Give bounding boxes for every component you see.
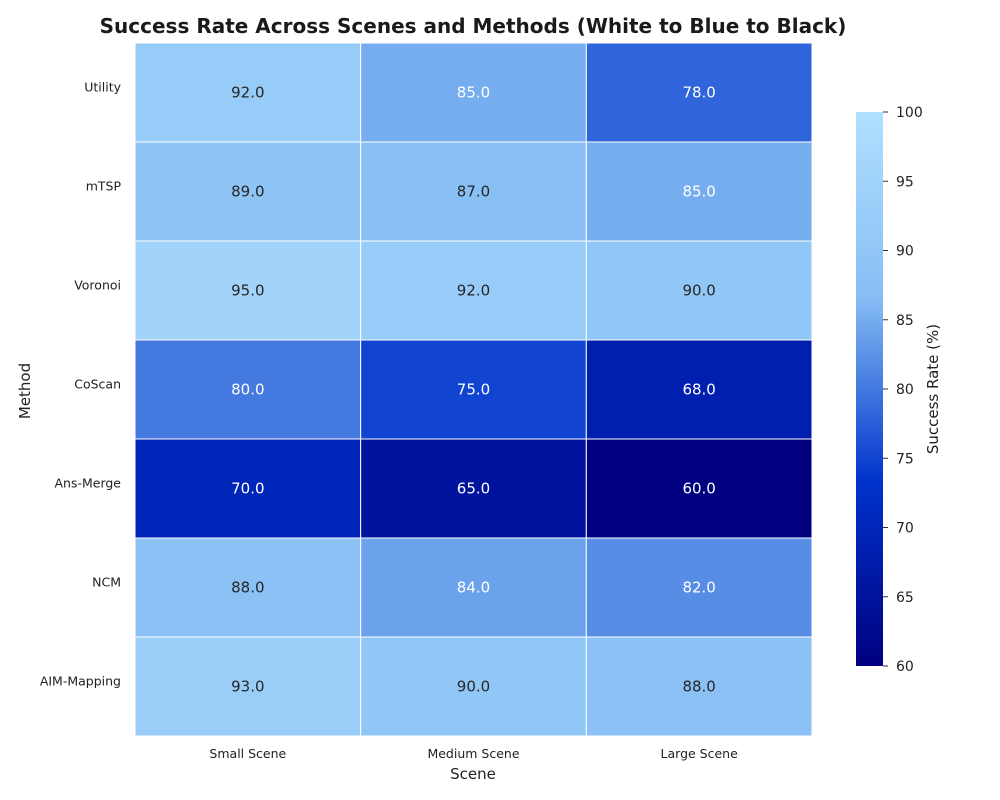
cell-value-label: 70.0	[231, 480, 264, 498]
heatmap-cell	[585, 141, 813, 242]
y-tick-label: Utility	[84, 80, 121, 95]
cell-value-label: 75.0	[457, 381, 490, 399]
cell-value-label: 82.0	[682, 579, 715, 597]
cell-value-label: 60.0	[682, 480, 715, 498]
colorbar-tick-label: 85	[896, 313, 914, 329]
heatmap-cell	[585, 636, 813, 737]
cell-value-label: 88.0	[682, 678, 715, 696]
heatmap-cell	[585, 537, 813, 638]
colorbar	[856, 112, 883, 666]
chart-title: Success Rate Across Scenes and Methods (…	[100, 14, 847, 38]
colorbar-label: Success Rate (%)	[924, 324, 942, 454]
heatmap-cell	[360, 438, 587, 539]
x-tick-labels: Small Scene Medium Scene Large Scene	[209, 746, 738, 761]
heatmap-cell	[360, 636, 587, 737]
cell-value-label: 85.0	[457, 84, 490, 102]
cell-value-label: 85.0	[682, 183, 715, 201]
heatmap-cell	[360, 42, 587, 143]
colorbar-ticks: 60 65 70 75 80 85 90 95 100	[883, 105, 923, 675]
heatmap-cell	[134, 438, 362, 539]
y-tick-label: NCM	[92, 575, 121, 590]
y-tick-labels: Utility mTSP Voronoi CoScan Ans-Merge NCM AIM-…	[40, 80, 122, 689]
heatmap-cell	[134, 141, 362, 242]
y-tick-label: Ans-Merge	[54, 476, 121, 491]
heatmap-cell	[134, 339, 362, 440]
y-tick-label: CoScan	[74, 377, 121, 392]
cell-value-label: 80.0	[231, 381, 264, 399]
cell-value-label: 84.0	[457, 579, 490, 597]
colorbar-tick-label: 90	[896, 244, 914, 260]
cell-value-label: 90.0	[682, 282, 715, 300]
y-axis-label: Method	[16, 363, 34, 419]
y-tick-label: AIM-Mapping	[40, 674, 121, 689]
x-tick-label: Small Scene	[209, 746, 286, 761]
cell-value-label: 68.0	[682, 381, 715, 399]
cell-value-label: 87.0	[457, 183, 490, 201]
cell-value-label: 90.0	[457, 678, 490, 696]
heatmap-cell	[585, 42, 813, 143]
heatmap-cell	[585, 339, 813, 440]
colorbar-tick-label: 80	[896, 382, 914, 398]
cell-value-label: 78.0	[682, 84, 715, 102]
heatmap-cell	[585, 438, 813, 539]
y-tick-label: Voronoi	[74, 278, 121, 293]
colorbar-tick-label: 60	[896, 659, 914, 675]
heatmap-cell	[134, 636, 362, 737]
colorbar-tick-label: 70	[896, 521, 914, 537]
heatmap-cell	[134, 42, 362, 143]
heatmap-cell	[360, 537, 587, 638]
x-axis-label: Scene	[450, 765, 496, 783]
cell-value-label: 92.0	[231, 84, 264, 102]
cell-value-label: 95.0	[231, 282, 264, 300]
y-tick-label: mTSP	[86, 179, 122, 194]
x-tick-label: Large Scene	[661, 746, 739, 761]
colorbar-tick-label: 95	[896, 174, 914, 190]
colorbar-tick-label: 75	[896, 451, 914, 467]
cell-value-label: 88.0	[231, 579, 264, 597]
heatmap-cell	[360, 240, 587, 341]
heatmap-cells: 92.0 85.0 78.0 89.0 87.0 85.0 95.0 92.0 90.0 80.0…	[134, 42, 813, 737]
colorbar-tick-label: 65	[896, 590, 914, 606]
cell-value-label: 93.0	[231, 678, 264, 696]
cell-value-label: 92.0	[457, 282, 490, 300]
colorbar-tick-label: 100	[896, 105, 923, 121]
heatmap-cell	[134, 537, 362, 638]
x-tick-label: Medium Scene	[427, 746, 519, 761]
cell-value-label: 65.0	[457, 480, 490, 498]
cell-value-label: 89.0	[231, 183, 264, 201]
heatmap-cell	[360, 141, 587, 242]
